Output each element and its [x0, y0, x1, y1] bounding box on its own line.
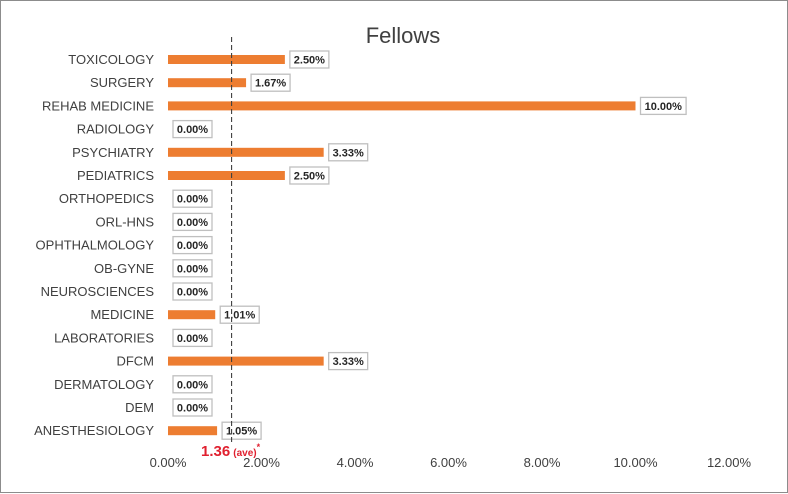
category-label: ORTHOPEDICS: [59, 191, 154, 206]
category-label: SURGERY: [90, 75, 154, 90]
data-label-text: 1.05%: [226, 426, 257, 438]
x-tick-label: 12.00%: [707, 455, 752, 470]
data-label-box: [172, 212, 213, 232]
x-tick-label: 6.00%: [430, 455, 467, 470]
x-tick-label: 10.00%: [613, 455, 658, 470]
data-label: 3.33%: [328, 351, 369, 371]
bar: [168, 310, 216, 320]
data-label-text: 3.33%: [333, 147, 364, 159]
category-label: RADIOLOGY: [77, 122, 155, 137]
data-label-box: [250, 73, 291, 92]
data-label-box: [172, 375, 213, 394]
average-value: 1.36: [201, 443, 230, 460]
data-label-text: 1.01%: [224, 310, 255, 322]
data-label-box: [172, 328, 213, 348]
data-label-text: 0.00%: [177, 403, 208, 415]
data-label-box: [221, 421, 262, 440]
data-label-text: 0.00%: [177, 124, 208, 136]
data-label: 0.00%: [172, 328, 213, 348]
category-label: ANESTHESIOLOGY: [34, 423, 154, 438]
data-label-text: 2.50%: [294, 171, 325, 183]
bar: [168, 171, 285, 180]
data-label: 0.00%: [172, 375, 213, 394]
data-label-text: 0.00%: [177, 287, 208, 299]
bar: [168, 426, 218, 436]
data-label-text: 10.00%: [645, 101, 683, 113]
data-label-box: [328, 143, 369, 162]
data-label: 0.00%: [172, 259, 213, 278]
data-label-text: 1.67%: [255, 78, 286, 90]
category-label: REHAB MEDICINE: [42, 98, 154, 113]
data-label: 0.00%: [172, 119, 213, 139]
data-label-box: [172, 235, 213, 255]
category-label: PEDIATRICS: [77, 168, 154, 183]
chart-title: Fellows: [366, 23, 441, 48]
data-label-text: 0.00%: [177, 194, 208, 206]
x-tick-label: 0.00%: [150, 455, 187, 470]
data-label-box: [172, 119, 213, 139]
category-label: DFCM: [116, 354, 154, 369]
average-suffix: (ave): [233, 448, 256, 459]
data-label: 0.00%: [172, 235, 213, 255]
data-label-text: 0.00%: [177, 217, 208, 229]
data-label-text: 2.50%: [294, 55, 325, 67]
category-label: DEM: [125, 400, 154, 415]
data-label-text: 3.33%: [333, 356, 364, 368]
category-label: DERMATOLOGY: [54, 377, 154, 392]
data-label-box: [289, 166, 330, 185]
data-label-box: [172, 259, 213, 278]
category-label: OPHTHALMOLOGY: [36, 238, 155, 253]
average-mark: *: [257, 442, 261, 452]
bar: [168, 78, 247, 88]
data-label-text: 0.00%: [177, 263, 208, 275]
data-label: 1.05%: [221, 421, 262, 440]
data-label: 1.67%: [250, 73, 291, 92]
category-label: LABORATORIES: [54, 330, 154, 345]
data-label: 2.50%: [289, 166, 330, 185]
data-label: 0.00%: [172, 398, 213, 417]
data-label-text: 0.00%: [177, 333, 208, 345]
data-label-box: [172, 189, 213, 208]
x-tick-label: 4.00%: [337, 455, 374, 470]
data-label-box: [289, 50, 330, 69]
bar: [168, 101, 636, 111]
category-label: TOXICOLOGY: [68, 52, 154, 67]
data-label: 2.50%: [289, 50, 330, 69]
data-label-box: [639, 96, 687, 116]
data-label-box: [172, 282, 213, 301]
data-label: 0.00%: [172, 212, 213, 232]
data-label: 0.00%: [172, 282, 213, 301]
bar: [168, 147, 324, 157]
data-label: 3.33%: [328, 143, 369, 162]
data-label-box: [219, 305, 260, 324]
bar: [168, 356, 324, 366]
category-label: OB-GYNE: [94, 261, 154, 276]
category-label: MEDICINE: [90, 307, 154, 322]
x-tick-label: 8.00%: [524, 455, 561, 470]
data-label-text: 0.00%: [177, 240, 208, 252]
average-label: 1.36 (ave)*: [201, 442, 261, 460]
data-label-text: 0.00%: [177, 379, 208, 391]
data-label: 1.01%: [219, 305, 260, 324]
data-label: 0.00%: [172, 189, 213, 208]
data-label: 10.00%: [639, 96, 687, 116]
category-label: NEUROSCIENCES: [41, 284, 155, 299]
data-label-box: [328, 351, 369, 371]
category-label: ORL-HNS: [95, 214, 154, 229]
x-tick-label: 2.00%: [243, 455, 280, 470]
bar: [168, 55, 285, 64]
category-label: PSYCHIATRY: [72, 145, 154, 160]
data-label-box: [172, 398, 213, 417]
